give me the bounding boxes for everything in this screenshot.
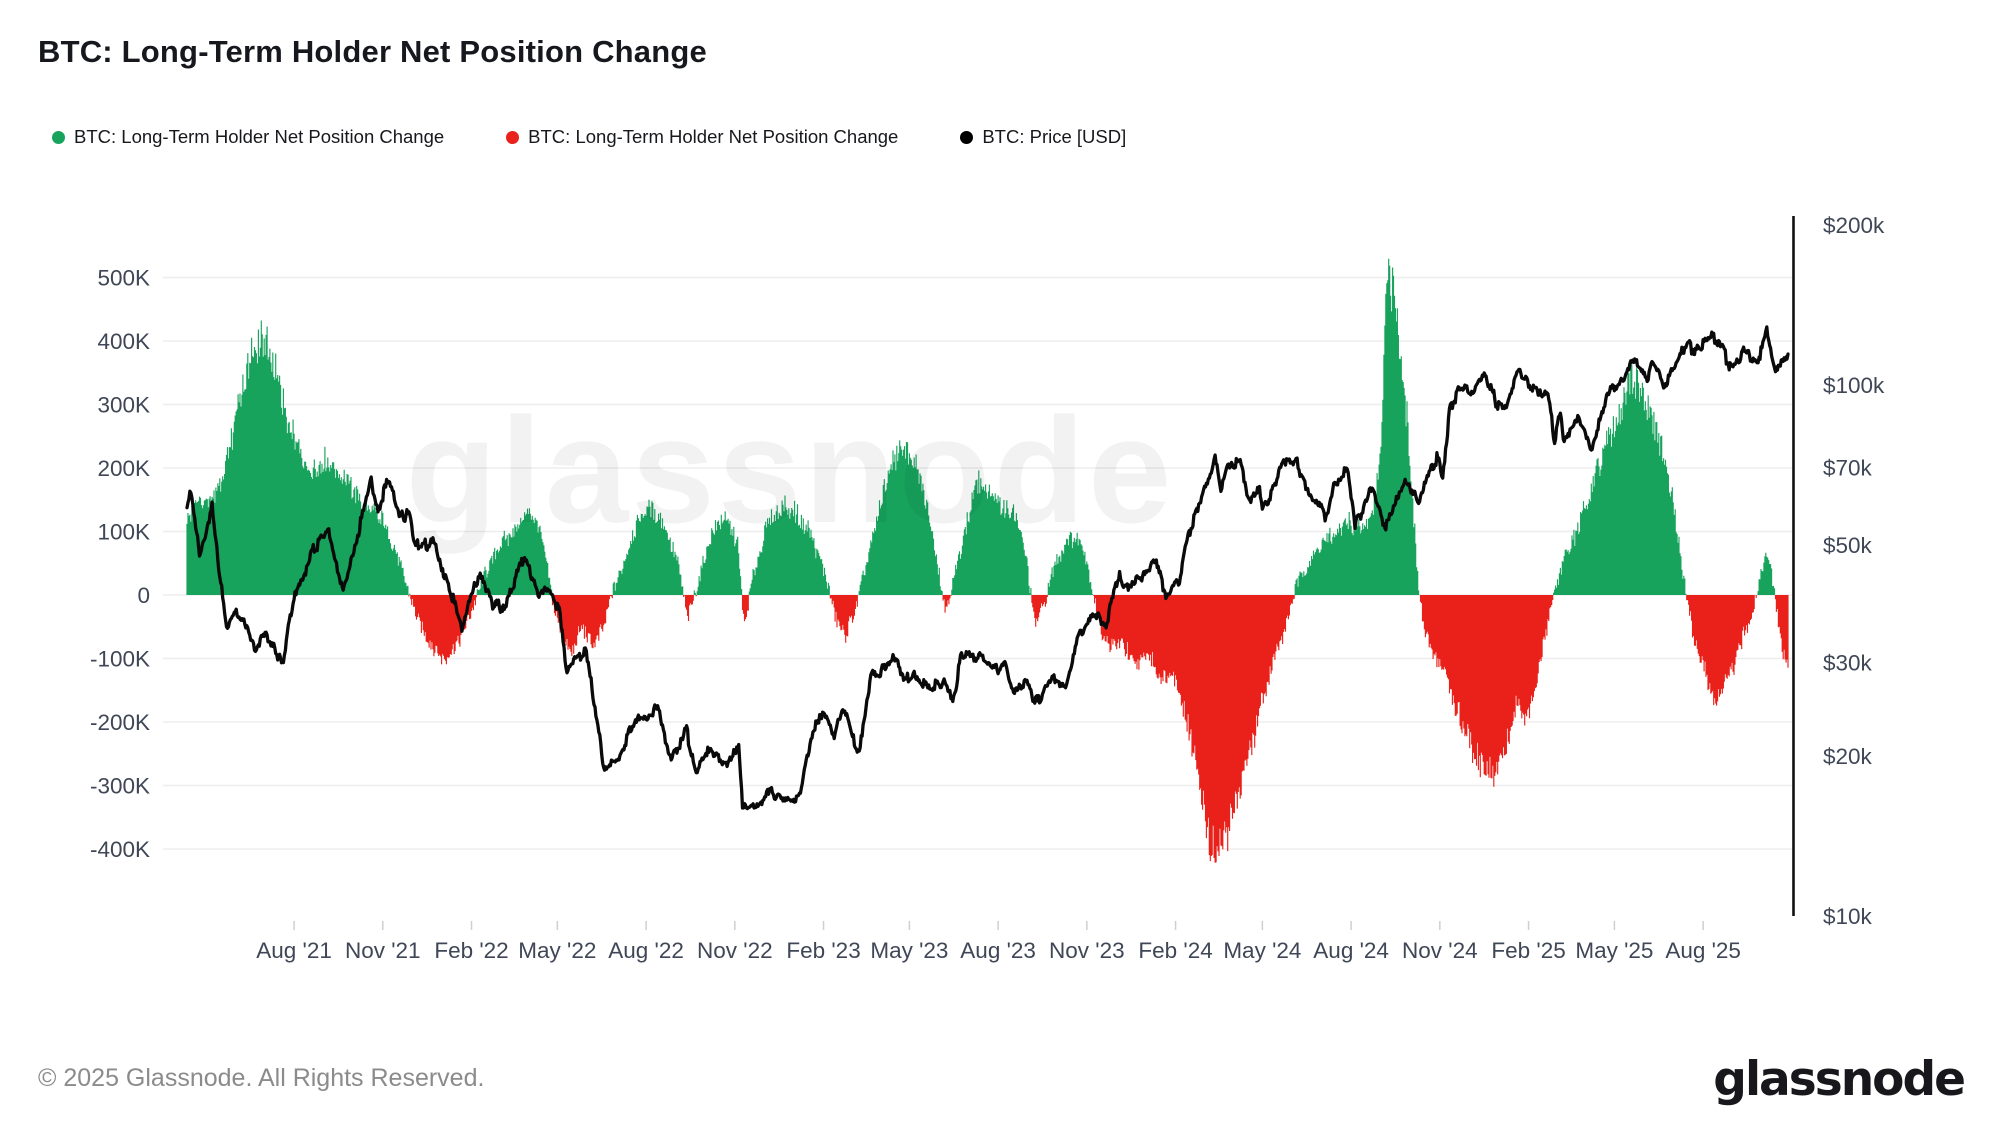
left-axis-labels: 500K 400K 300K 200K 100K 0 -100K -200K -300K -400… [90,266,150,863]
price-line [185,325,1790,811]
right-axis-tick-label: $30k [1823,651,1873,676]
right-axis-tick-label: $200k [1823,213,1885,238]
x-axis-tick-label: Aug '25 [1665,938,1741,963]
left-axis-tick-label: -400K [90,837,150,862]
left-axis-tick-label: -100K [90,647,150,672]
x-axis-tick-label: May '25 [1575,938,1653,963]
right-axis-tick-label: $10k [1823,904,1873,929]
x-axis-tick-label: Feb '22 [434,938,508,963]
left-axis-tick-label: 500K [97,266,150,291]
right-axis-labels: $200k $100k $70k $50k $30k $20k $10k [1823,213,1885,929]
x-axis-tick-label: Nov '22 [697,938,773,963]
page-title: BTC: Long-Term Holder Net Position Chang… [38,34,707,69]
x-axis-tick-label: Nov '21 [345,938,421,963]
watermark-text: glassnode [406,386,1175,554]
right-axis-tick-label: $70k [1823,455,1873,480]
x-axis-labels: Aug '21 Nov '21 Feb '22 May '22 Aug '22 Nov '… [256,921,1741,963]
glassnode-logo: glassnode [1713,1052,1966,1107]
legend: BTC: Long-Term Holder Net Position Chang… [52,126,1188,148]
x-axis-tick-label: Aug '22 [608,938,684,963]
legend-item-1[interactable]: BTC: Long-Term Holder Net Position Chang… [506,126,898,148]
x-axis-tick-label: Nov '23 [1049,938,1125,963]
legend-dot-icon [960,130,974,144]
legend-item-label: BTC: Long-Term Holder Net Position Chang… [528,126,899,147]
x-axis-tick-label: Feb '23 [786,938,860,963]
x-axis-tick-label: Feb '25 [1491,938,1565,963]
x-axis-tick-label: Feb '24 [1138,938,1212,963]
right-axis-tick-label: $50k [1823,533,1873,558]
left-axis-tick-label: 400K [97,329,150,354]
legend-item-2[interactable]: BTC: Price [USD] [960,126,1126,148]
legend-item-label: BTC: Long-Term Holder Net Position Chang… [74,126,445,147]
x-axis-tick-label: Aug '24 [1313,938,1389,963]
x-axis-tick-label: May '23 [870,938,948,963]
legend-item-0[interactable]: BTC: Long-Term Holder Net Position Chang… [52,126,444,148]
right-axis-tick-label: $20k [1823,744,1873,769]
legend-item-label: BTC: Price [USD] [982,126,1127,147]
x-axis-tick-label: Aug '23 [960,938,1036,963]
legend-dot-icon [506,130,520,144]
left-axis-tick-label: -300K [90,774,150,799]
lth-positive-area [186,258,1776,595]
right-axis-tick-label: $100k [1823,373,1885,398]
left-axis-tick-label: 300K [97,393,150,418]
left-axis-tick-label: -200K [90,710,150,735]
copyright-text: © 2025 Glassnode. All Rights Reserved. [38,1064,485,1092]
left-axis-tick-label: 200K [97,456,150,481]
x-axis-tick-label: Aug '21 [256,938,332,963]
x-axis-tick-label: Nov '24 [1402,938,1478,963]
left-axis-tick-label: 0 [137,583,150,608]
x-axis-tick-label: May '22 [518,938,596,963]
left-axis-tick-label: 100K [97,520,150,545]
x-axis-tick-label: May '24 [1223,938,1301,963]
legend-dot-icon [52,130,65,144]
lth-negative-area [408,595,1789,863]
